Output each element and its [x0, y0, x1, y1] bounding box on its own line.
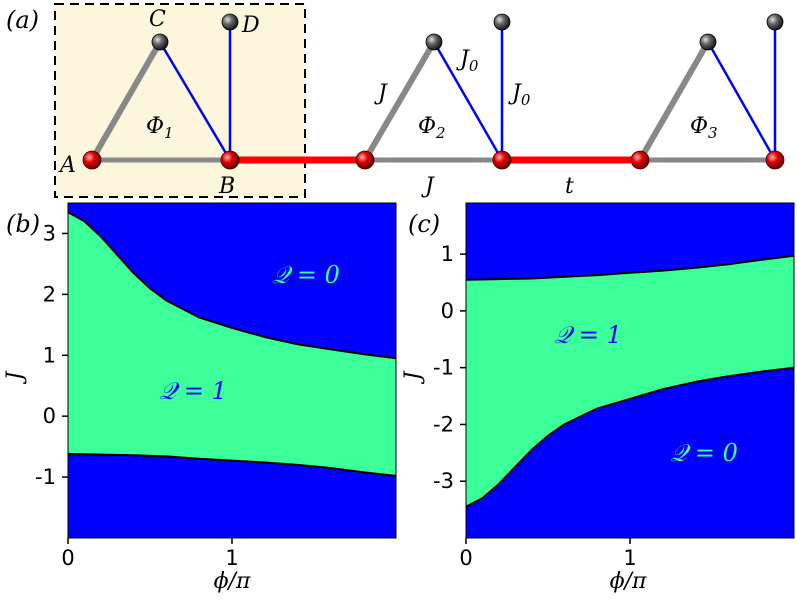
x-axis-label-b: ϕ/π	[214, 569, 251, 594]
site-label-A: A	[58, 153, 76, 178]
pc-upper-boundary	[465, 254, 795, 281]
plot-c-area: 1 0 -1 -2 -3 0 1	[433, 202, 795, 570]
site-B-1	[220, 150, 240, 170]
y-axis-label-b: J	[3, 370, 28, 384]
bond-CB-3	[706, 41, 777, 161]
bond-label-J0-vert: J0	[508, 81, 531, 109]
site-B-2	[492, 150, 512, 170]
panel-b-phase-diagram: (b) 3 2 1 0 -1 0 1 J ϕ/π 𝒬 = 0 𝒬 = 1	[3, 202, 397, 594]
site-label-B: B	[218, 174, 235, 199]
pc-band-region	[466, 255, 794, 507]
site-A-3	[630, 150, 650, 170]
panel-label-c: (c)	[408, 210, 440, 238]
region-label-b-q1: 𝒬 = 1	[159, 377, 227, 405]
pc-ytick-label: -3	[433, 469, 454, 493]
region-label-b-q0: 𝒬 = 0	[272, 261, 340, 289]
bond-CB-1	[158, 41, 232, 161]
bond-AC-2	[362, 40, 437, 162]
plot-b-area: 3 2 1 0 -1 0 1	[35, 202, 397, 570]
pc-xtick-label: 1	[623, 546, 636, 570]
pc-ytick-label: -1	[433, 356, 454, 380]
pc-ytick-label: -2	[433, 412, 454, 436]
site-A-2	[355, 150, 375, 170]
bond-AC-3	[637, 40, 711, 162]
site-D-3	[766, 13, 784, 31]
pc-lower-boundary	[465, 366, 795, 508]
pc-ytick-label: 0	[441, 299, 454, 323]
pb-ytick-label: -1	[35, 465, 56, 489]
pb-ytick-label: 1	[43, 343, 56, 367]
pc-ytick-label: 1	[441, 242, 454, 266]
pb-xtick-label: 1	[225, 546, 238, 570]
y-axis-label-c: J	[401, 370, 426, 384]
pb-xtick-label: 0	[61, 546, 74, 570]
site-label-D: D	[241, 13, 260, 38]
flux-label-2: Φ2	[418, 114, 446, 142]
site-D-2	[493, 13, 511, 31]
panel-c-phase-diagram: (c) 1 0 -1 -2 -3 0 1 J ϕ/π 𝒬 = 1 𝒬 = 0	[401, 202, 795, 594]
region-label-c-q1: 𝒬 = 1	[554, 321, 622, 349]
site-C-3	[699, 33, 717, 51]
panel-label-a: (a)	[6, 6, 39, 34]
site-label-C: C	[149, 7, 166, 32]
site-D-1	[221, 13, 239, 31]
pb-ytick-label: 2	[43, 282, 56, 306]
site-A-1	[82, 150, 102, 170]
bond-AC-1	[89, 40, 163, 162]
bond-CB-2	[432, 41, 504, 161]
site-B-3	[765, 150, 785, 170]
bond-label-J-bottom: J	[421, 174, 435, 199]
panel-label-b: (b)	[6, 210, 40, 238]
pb-band-region	[68, 212, 396, 476]
pb-ytick-label: 3	[43, 221, 56, 245]
site-C-2	[425, 33, 443, 51]
pb-ytick-label: 0	[43, 404, 56, 428]
pc-xtick-label: 0	[459, 546, 472, 570]
bond-label-J-left: J	[374, 81, 388, 106]
region-label-c-q0: 𝒬 = 0	[670, 439, 738, 467]
site-C-1	[151, 33, 169, 51]
panel-a-lattice: (a)	[6, 3, 785, 199]
flux-label-1: Φ1	[146, 114, 174, 142]
pb-lower-boundary	[67, 452, 397, 477]
bond-label-t: t	[565, 174, 574, 199]
flux-label-3: Φ3	[690, 114, 718, 142]
pb-upper-boundary	[67, 211, 397, 360]
bond-label-J0-diag: J0	[456, 47, 479, 75]
x-axis-label-c: ϕ/π	[610, 569, 647, 594]
